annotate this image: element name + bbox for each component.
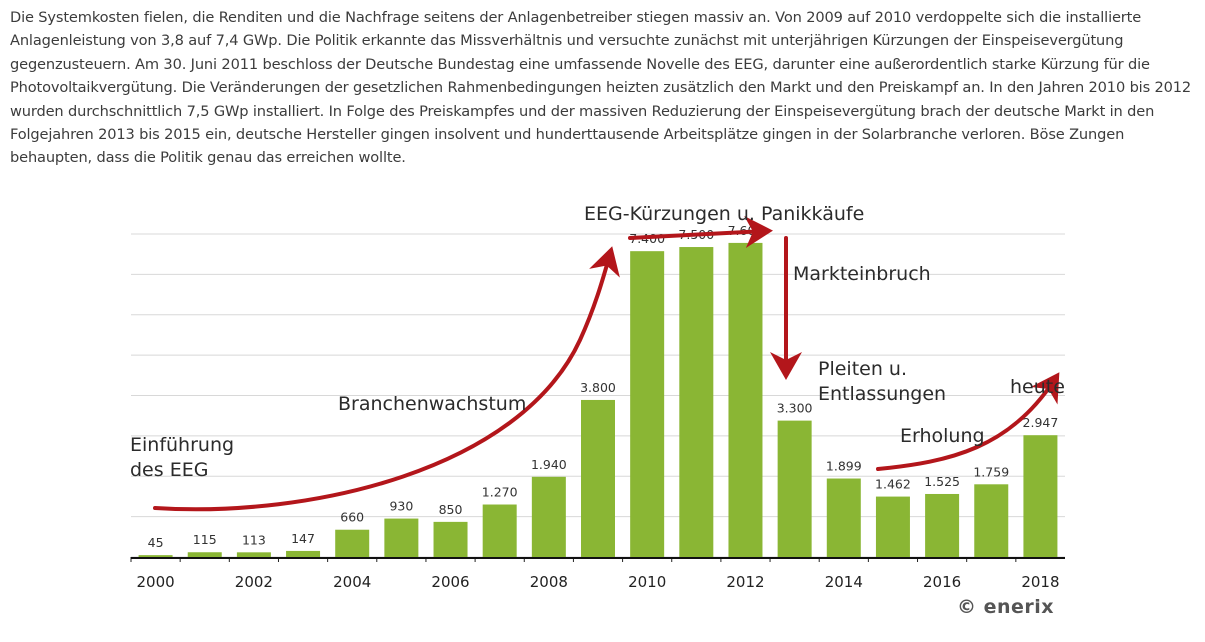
data-label-2002: 113 <box>242 532 266 547</box>
data-label-2004: 660 <box>340 510 364 525</box>
annotation-bankruptcies-line1: Pleiten u. <box>818 358 907 380</box>
data-label-2008: 1.940 <box>531 457 567 472</box>
bar-2009 <box>581 399 615 557</box>
bar-2013 <box>777 420 812 557</box>
annotation-intro-line2: des EEG <box>130 459 208 481</box>
x-tick-label-2018: 2018 <box>1021 573 1059 591</box>
bar-2014 <box>826 478 861 557</box>
x-tick-label-2000: 2000 <box>136 573 174 591</box>
data-label-2009: 3.800 <box>580 380 616 395</box>
x-tick-label-2012: 2012 <box>726 573 764 591</box>
bar-2007 <box>482 504 517 557</box>
data-label-2006: 850 <box>439 502 463 517</box>
data-label-2007: 1.270 <box>482 485 518 500</box>
cuts-arrow <box>628 216 773 249</box>
annotation-collapse: Markteinbruch <box>793 263 931 285</box>
bar-2008 <box>531 476 566 557</box>
data-label-2017: 1.759 <box>973 464 1009 479</box>
bar-2005 <box>384 518 419 557</box>
annotation-today: heute <box>1010 376 1065 398</box>
bar-2000 <box>138 555 173 557</box>
bar-2010 <box>630 251 665 558</box>
bar-2002 <box>236 552 271 557</box>
x-tick-label-2010: 2010 <box>628 573 666 591</box>
bar-2016 <box>925 493 960 557</box>
bar-2003 <box>286 550 321 557</box>
data-label-2014: 1.899 <box>826 459 862 474</box>
growth-arrow <box>153 246 620 512</box>
x-tick-label-2006: 2006 <box>431 573 469 591</box>
annotation-cuts: EEG-Kürzungen u. Panikkäufe <box>584 203 864 225</box>
copyright-credit: © enerix <box>957 596 1055 618</box>
bar-2017 <box>974 484 1009 557</box>
bar-2011 <box>679 247 714 558</box>
data-label-2000: 45 <box>148 535 164 550</box>
x-tick-label-2008: 2008 <box>530 573 568 591</box>
data-label-2003: 147 <box>291 531 315 546</box>
recovery-arrow <box>876 372 1060 471</box>
bar-2004 <box>335 529 370 557</box>
data-label-2005: 930 <box>389 499 413 514</box>
bar-2001 <box>187 552 222 557</box>
annotation-bankruptcies-line2: Entlassungen <box>818 383 946 405</box>
article-paragraph: Die Systemkosten fielen, die Renditen un… <box>10 9 1192 167</box>
x-tick-label-2016: 2016 <box>923 573 961 591</box>
data-label-2013: 3.300 <box>777 401 813 416</box>
data-label-2016: 1.525 <box>924 474 960 489</box>
data-label-2015: 1.462 <box>875 477 911 492</box>
data-label-2018: 2.947 <box>1023 415 1059 430</box>
annotation-growth: Branchenwachstum <box>338 393 526 415</box>
bar-2006 <box>433 521 468 557</box>
x-tick-label-2004: 2004 <box>333 573 371 591</box>
bar-2012 <box>728 242 763 558</box>
annotation-recovery: Erholung <box>900 425 985 447</box>
bar-2018 <box>1023 435 1058 557</box>
annotation-intro-line1: Einführung <box>130 434 234 456</box>
article-text: Die Systemkosten fielen, die Renditen un… <box>10 6 1195 170</box>
data-label-2001: 115 <box>193 532 217 547</box>
x-tick-label-2002: 2002 <box>235 573 273 591</box>
bar-2015 <box>875 496 910 557</box>
x-tick-label-2014: 2014 <box>825 573 863 591</box>
